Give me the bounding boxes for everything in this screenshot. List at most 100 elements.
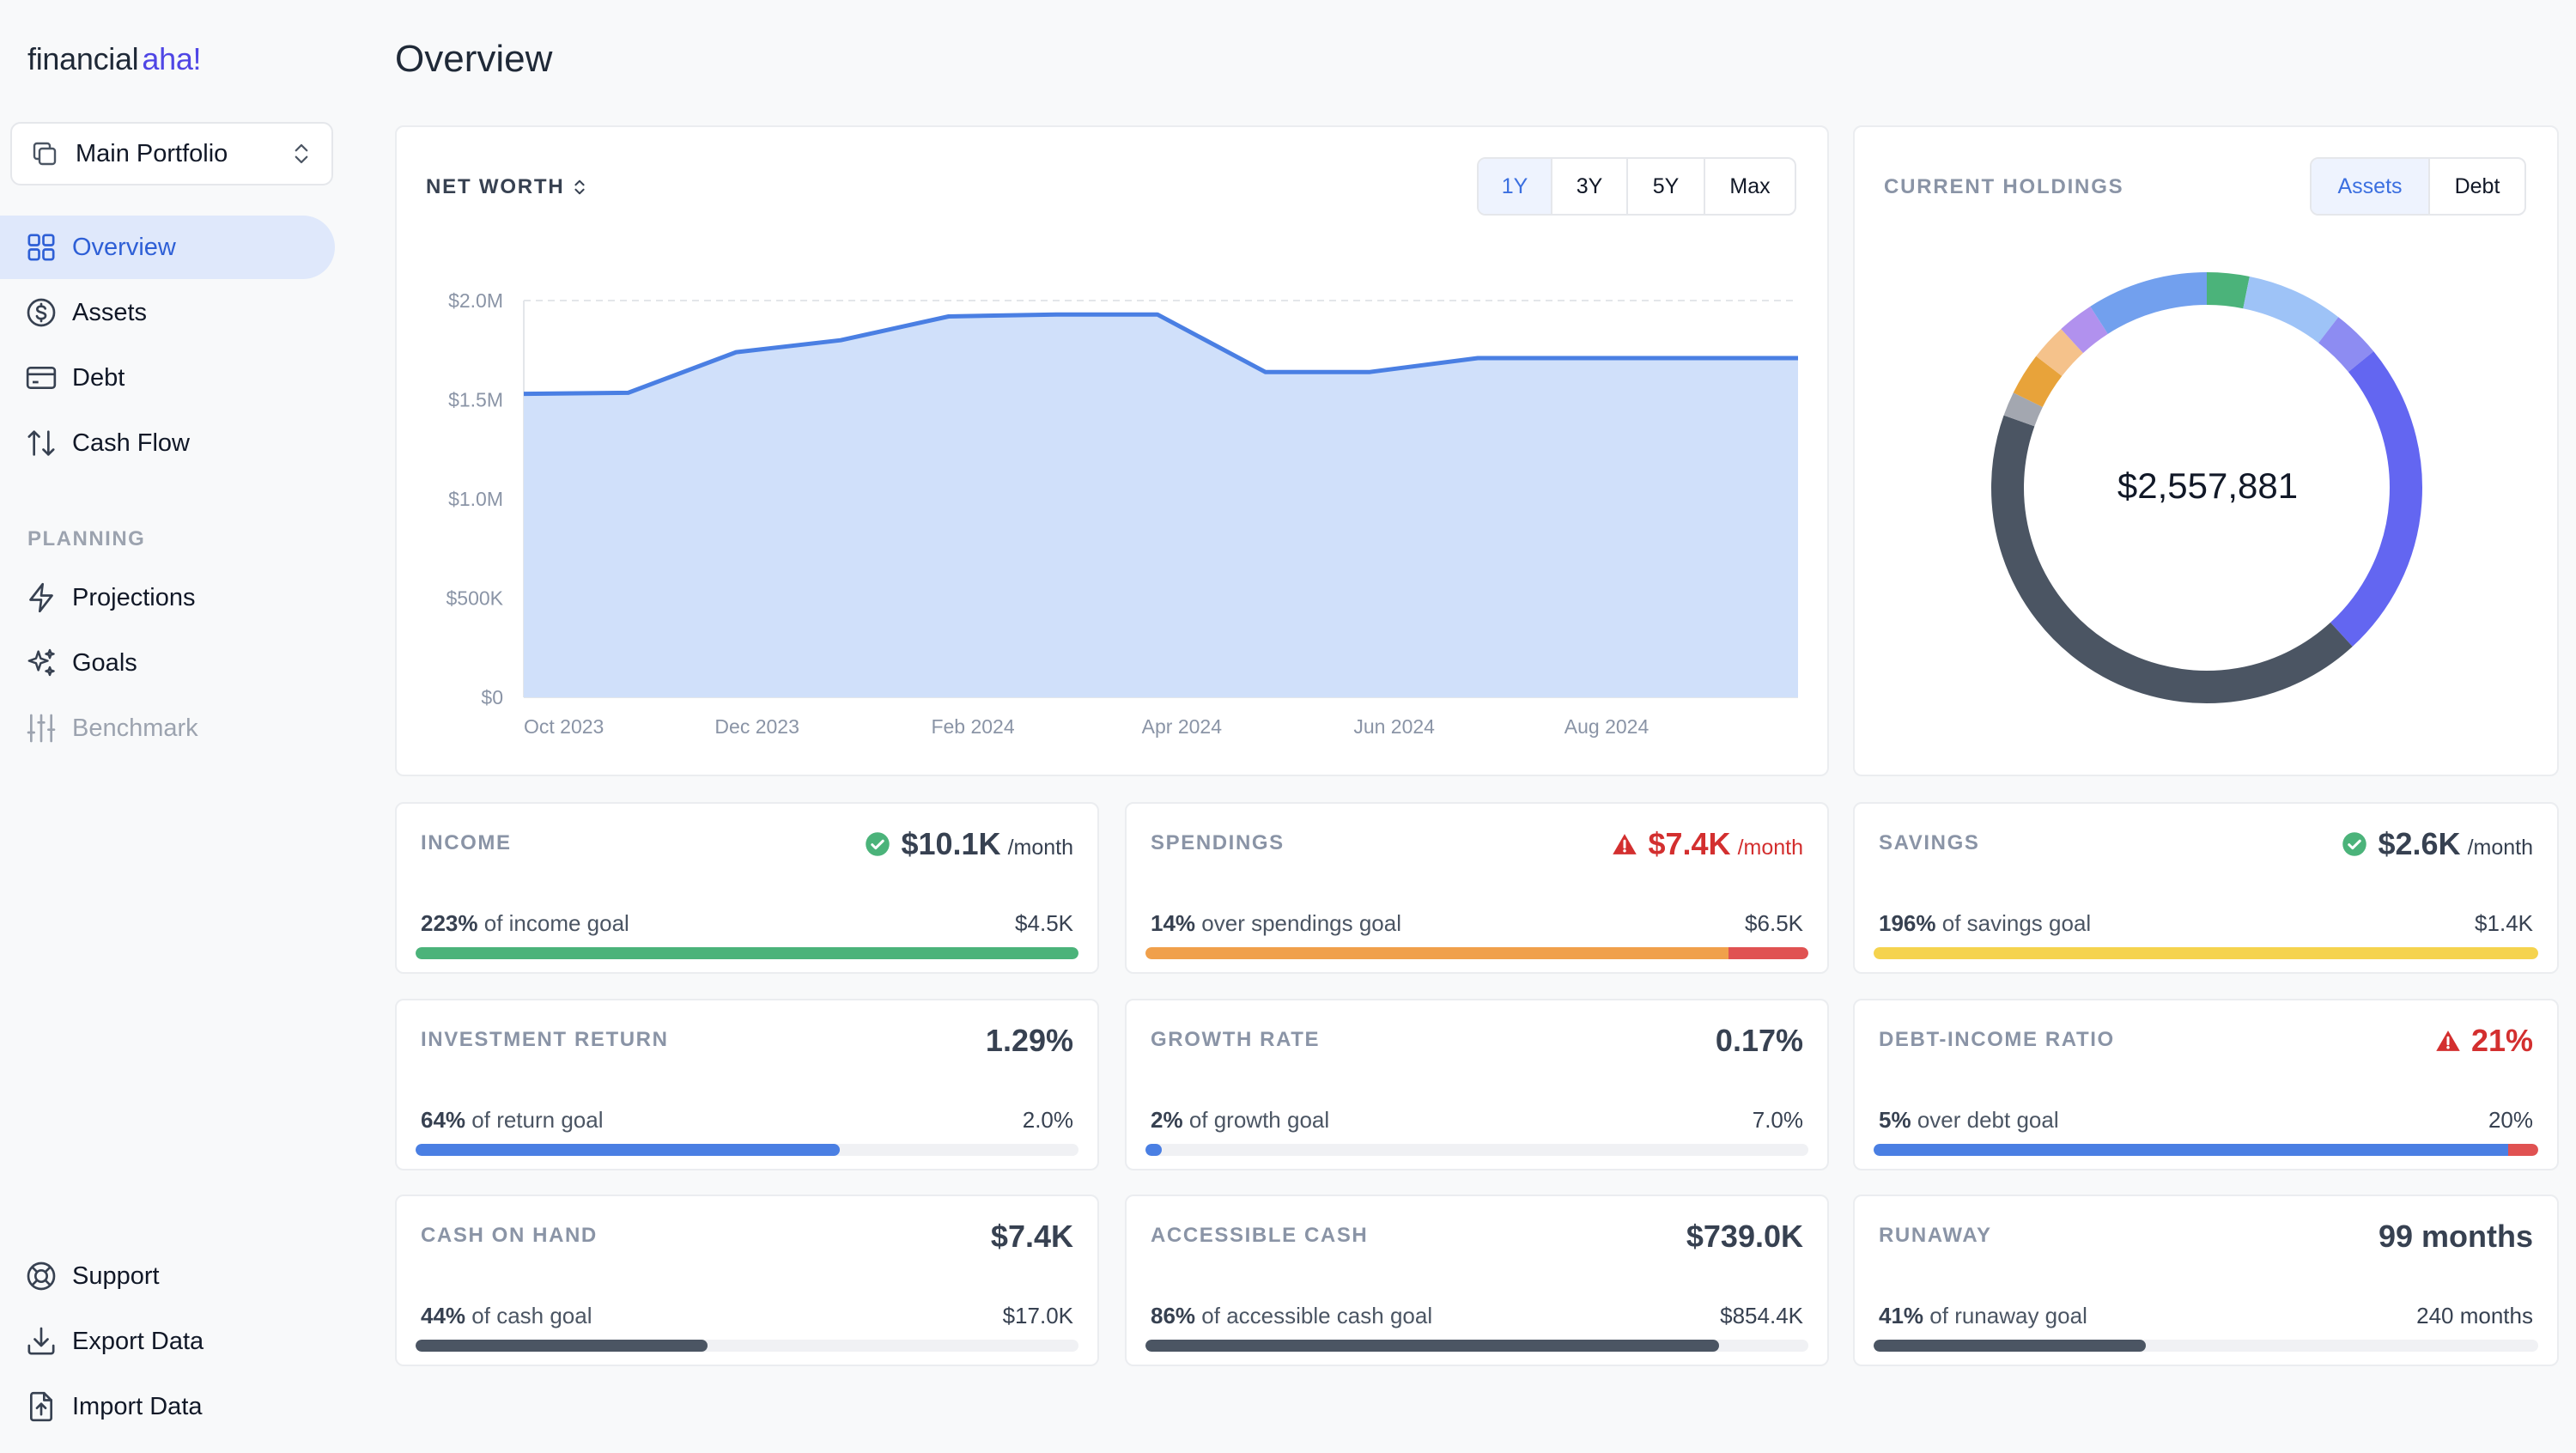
app-logo[interactable]: financial aha! bbox=[27, 41, 202, 77]
sidebar-item-label: Benchmark bbox=[72, 714, 198, 742]
x-tick-label: Apr 2024 bbox=[1142, 715, 1223, 738]
savings-card[interactable]: SAVINGS $2.6K/month 196% of savings goal… bbox=[1853, 802, 2559, 974]
dollar-circle-icon bbox=[27, 298, 56, 327]
over-goal-fill bbox=[1728, 947, 1808, 959]
logo-text-financial: financial bbox=[27, 41, 139, 76]
goal-progress-text: 196% of savings goal bbox=[1879, 910, 2091, 937]
stat-value-unit: /month bbox=[2467, 836, 2533, 860]
stat-value-number: $7.4K bbox=[990, 1219, 1073, 1254]
credit-card-icon bbox=[26, 367, 57, 389]
sidebar-item-label: Goals bbox=[72, 648, 137, 677]
stat-title: DEBT-INCOME RATIO bbox=[1879, 1028, 2115, 1051]
donut-segment[interactable] bbox=[2061, 306, 2109, 354]
stat-value: 99 months bbox=[2379, 1219, 2533, 1255]
stat-value-number: $10.1K bbox=[901, 826, 1001, 861]
net-worth-title[interactable]: NET WORTH bbox=[426, 175, 589, 199]
spendings-card[interactable]: SPENDINGS $7.4K/month 14% over spendings… bbox=[1125, 802, 1829, 974]
donut-segment[interactable] bbox=[2003, 392, 2043, 427]
net-worth-area bbox=[524, 314, 1798, 697]
net-worth-line bbox=[523, 312, 1798, 397]
goal-progress-fill bbox=[1874, 947, 2538, 959]
range-1y[interactable]: 1Y bbox=[1479, 159, 1551, 214]
goal-target: $854.4K bbox=[1720, 1303, 1803, 1328]
donut-segment[interactable] bbox=[2090, 272, 2208, 335]
donut-segment[interactable] bbox=[1991, 415, 2353, 703]
warning-triangle-icon bbox=[2436, 1030, 2460, 1051]
goal-target: 7.0% bbox=[1752, 1107, 1803, 1133]
net-worth-title-text: NET WORTH bbox=[426, 175, 565, 198]
sliders-icon bbox=[27, 714, 56, 743]
growth-rate-card[interactable]: GROWTH RATE 0.17% 2% of growth goal 7.0% bbox=[1125, 999, 1829, 1170]
donut-segment[interactable] bbox=[2036, 329, 2084, 377]
donut-segment[interactable] bbox=[2206, 272, 2250, 309]
sidebar-item-cash-flow[interactable]: Cash Flow bbox=[0, 411, 335, 475]
sidebar-item-debt[interactable]: Debt bbox=[0, 346, 335, 410]
investment-return-card[interactable]: INVESTMENT RETURN 1.29% 64% of return go… bbox=[395, 999, 1099, 1170]
portfolio-select[interactable]: Main Portfolio bbox=[10, 122, 333, 185]
goal-progress-fill bbox=[1874, 1340, 2147, 1352]
accessible-cash-card[interactable]: ACCESSIBLE CASH $739.0K 86% of accessibl… bbox=[1125, 1195, 1829, 1366]
cash-on-hand-card[interactable]: CASH ON HAND $7.4K 44% of cash goal $17.… bbox=[395, 1195, 1099, 1366]
sparkles-icon bbox=[27, 648, 55, 677]
logo-text-aha: aha! bbox=[142, 41, 202, 76]
y-tick-label: $500K bbox=[446, 587, 503, 610]
file-upload-icon bbox=[30, 1391, 53, 1422]
goal-progress-text: 223% of income goal bbox=[421, 910, 629, 937]
tab-debt[interactable]: Debt bbox=[2428, 159, 2524, 214]
goal-target: 240 months bbox=[2416, 1303, 2533, 1328]
debt-income-ratio-card[interactable]: DEBT-INCOME RATIO 21% 5% over debt goal … bbox=[1853, 999, 2559, 1170]
lightning-icon bbox=[29, 582, 53, 613]
goal-progress-text: 64% of return goal bbox=[421, 1107, 604, 1134]
sidebar-item-assets[interactable]: Assets bbox=[0, 281, 335, 344]
stat-value: $7.4K/month bbox=[1612, 826, 1803, 862]
goal-description: of return goal bbox=[471, 1107, 604, 1133]
range-max[interactable]: Max bbox=[1704, 159, 1795, 214]
goal-description: of accessible cash goal bbox=[1201, 1303, 1433, 1328]
goal-progress-text: 44% of cash goal bbox=[421, 1303, 592, 1329]
sidebar-item-import-data[interactable]: Import Data bbox=[0, 1375, 335, 1438]
sidebar-item-projections[interactable]: Projections bbox=[0, 566, 335, 629]
x-tick-label: Aug 2024 bbox=[1564, 715, 1649, 738]
goal-progress-fill bbox=[416, 947, 1078, 959]
goal-description: of cash goal bbox=[471, 1303, 592, 1328]
lifebuoy-icon bbox=[27, 1261, 56, 1291]
sidebar-item-benchmark[interactable]: Benchmark bbox=[0, 696, 335, 760]
sidebar-item-label: Projections bbox=[72, 583, 196, 611]
range-3y[interactable]: 3Y bbox=[1551, 159, 1626, 214]
stat-value: $10.1K/month bbox=[865, 826, 1073, 862]
sidebar-item-overview[interactable]: Overview bbox=[0, 216, 335, 279]
sidebar-item-goals[interactable]: Goals bbox=[0, 631, 335, 695]
runaway-card[interactable]: RUNAWAY 99 months 41% of runaway goal 24… bbox=[1853, 1195, 2559, 1366]
x-tick-label: Oct 2023 bbox=[524, 715, 604, 738]
range-selector: 1Y 3Y 5Y Max bbox=[1477, 157, 1796, 216]
range-5y[interactable]: 5Y bbox=[1626, 159, 1704, 214]
sidebar-item-support[interactable]: Support bbox=[0, 1244, 335, 1308]
goal-progress-fill bbox=[1145, 947, 1729, 959]
stat-title: RUNAWAY bbox=[1879, 1224, 1992, 1247]
goal-target: $1.4K bbox=[2475, 910, 2533, 936]
donut-segment[interactable] bbox=[2013, 356, 2063, 408]
goal-progress-bar bbox=[416, 1144, 1078, 1156]
holdings-total: $2,557,881 bbox=[2117, 465, 2299, 506]
page-title: Overview bbox=[395, 38, 553, 80]
chevron-up-down-icon bbox=[574, 179, 585, 195]
goal-progress-text: 41% of runaway goal bbox=[1879, 1303, 2087, 1329]
goal-progress-bar bbox=[1145, 1340, 1808, 1352]
donut-segment[interactable] bbox=[2242, 276, 2339, 343]
net-worth-chart[interactable]: $0 $500K $1.0M $1.5M $2.0M Oct 2023 Dec 2023 Fe… bbox=[397, 127, 1831, 778]
donut-segment[interactable] bbox=[2330, 351, 2422, 647]
income-card[interactable]: INCOME $10.1K/month 223% of income goal … bbox=[395, 802, 1099, 974]
stat-title: INCOME bbox=[421, 831, 512, 854]
stat-title: SPENDINGS bbox=[1151, 831, 1285, 854]
x-tick-label: Feb 2024 bbox=[931, 715, 1014, 738]
holdings-donut-chart[interactable] bbox=[1855, 127, 2561, 778]
y-tick-label: $1.0M bbox=[448, 488, 503, 510]
sidebar-item-label: Overview bbox=[72, 233, 176, 261]
arrows-up-down-icon bbox=[27, 430, 55, 456]
sidebar-item-export-data[interactable]: Export Data bbox=[0, 1310, 335, 1373]
donut-segment[interactable] bbox=[2318, 317, 2374, 373]
goal-progress-bar bbox=[1874, 1340, 2538, 1352]
over-goal-fill bbox=[2508, 1144, 2538, 1156]
chevron-up-down-icon bbox=[295, 143, 308, 164]
tab-assets[interactable]: Assets bbox=[2312, 159, 2428, 214]
